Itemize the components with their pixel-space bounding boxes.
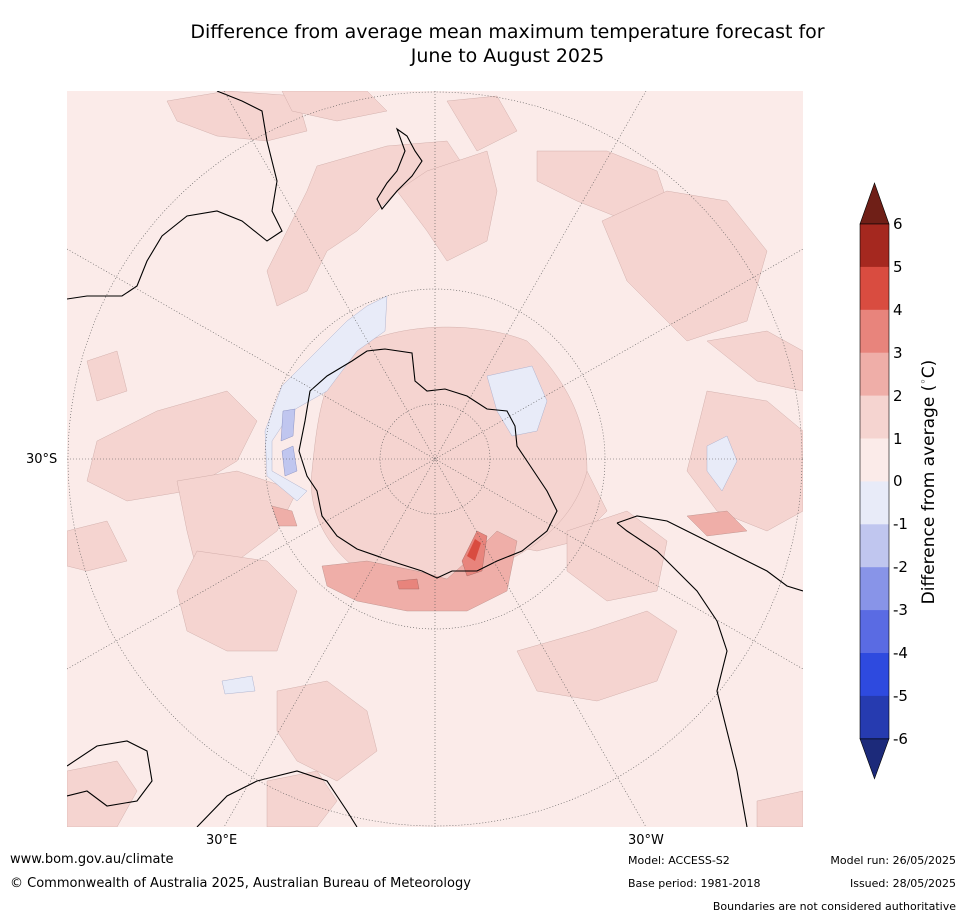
colorbar-title-unit-degree: ◦ xyxy=(917,378,931,385)
colorbar xyxy=(855,180,905,785)
coastlines xyxy=(67,91,803,827)
anomaly-4-5-patch xyxy=(467,539,481,561)
colorbar-segment xyxy=(860,352,889,397)
colorbar-graphic xyxy=(859,182,890,780)
colorbar-segment xyxy=(860,438,889,482)
footer-disclaimer: Boundaries are not considered authoritat… xyxy=(712,900,956,913)
colorbar-tick-label: -3 xyxy=(893,601,908,620)
graticule xyxy=(67,91,803,827)
footer-model-run: Model run: 26/05/2025 xyxy=(830,854,956,867)
antarctica-coast xyxy=(298,348,558,579)
footer-copyright: © Commonwealth of Australia 2025, Austra… xyxy=(10,876,471,891)
colorbar-tick-label: 1 xyxy=(893,429,903,448)
colorbar-segment xyxy=(860,610,889,654)
colorbar-segment xyxy=(860,567,889,611)
colorbar-segment xyxy=(860,481,889,525)
footer-url[interactable]: www.bom.gov.au/climate xyxy=(10,852,174,867)
colorbar-tick-label: 4 xyxy=(893,300,903,319)
colorbar-tick-label: 6 xyxy=(893,215,903,233)
colorbar-segment xyxy=(860,266,889,311)
colorbar-tick-label: 3 xyxy=(893,343,903,362)
lon-label-30w: 30°W xyxy=(628,833,664,848)
colorbar-outline xyxy=(859,223,890,740)
colorbar-over-triangle xyxy=(859,182,890,225)
colorbar-tick-label: -5 xyxy=(893,686,908,705)
colorbar-segment xyxy=(860,395,889,439)
colorbar-tick-label: -4 xyxy=(893,644,908,662)
colorbar-segment xyxy=(860,224,889,268)
africa-coast xyxy=(67,740,358,827)
footer-model: Model: ACCESS-S2 xyxy=(628,854,730,867)
map-title: Difference from average mean maximum tem… xyxy=(60,20,955,68)
polar-map xyxy=(67,91,803,827)
colorbar-title-unit: C) xyxy=(918,359,939,379)
colorbar-segment xyxy=(860,695,889,740)
anomaly-neg-1-2-patches xyxy=(280,408,298,477)
colorbar-title: Difference from average (◦C) xyxy=(917,360,939,605)
lon-label-30e: 30°E xyxy=(206,833,238,848)
colorbar-tick-label: 5 xyxy=(893,257,903,276)
colorbar-tick-label: 0 xyxy=(893,472,903,491)
colorbar-tick-label: -2 xyxy=(893,558,908,577)
map-title-line2: June to August 2025 xyxy=(410,45,605,67)
colorbar-title-text: Difference from average ( xyxy=(918,384,939,605)
colorbar-tick-label: -6 xyxy=(893,729,908,748)
map-canvas xyxy=(67,91,803,827)
new-zealand-coast xyxy=(376,127,423,210)
anomaly-2-3-patches xyxy=(271,505,748,612)
colorbar-segment xyxy=(860,653,889,697)
map-title-line1: Difference from average mean maximum tem… xyxy=(190,21,825,43)
south-america-coast xyxy=(616,515,803,827)
anomaly-neg-0-1-patches xyxy=(221,295,738,695)
colorbar-tick-label: -1 xyxy=(893,515,908,534)
colorbar-segment xyxy=(860,309,889,354)
colorbar-under-triangle xyxy=(859,738,890,780)
anomaly-1-2-patches xyxy=(67,91,803,827)
australia-coast xyxy=(67,91,283,300)
footer-base-period: Base period: 1981-2018 xyxy=(628,877,761,890)
colorbar-segment xyxy=(860,524,889,568)
colorbar-tick-label: 2 xyxy=(893,386,903,405)
lat-label-30s: 30°S xyxy=(26,452,58,467)
footer-issued: Issued: 28/05/2025 xyxy=(849,877,956,890)
